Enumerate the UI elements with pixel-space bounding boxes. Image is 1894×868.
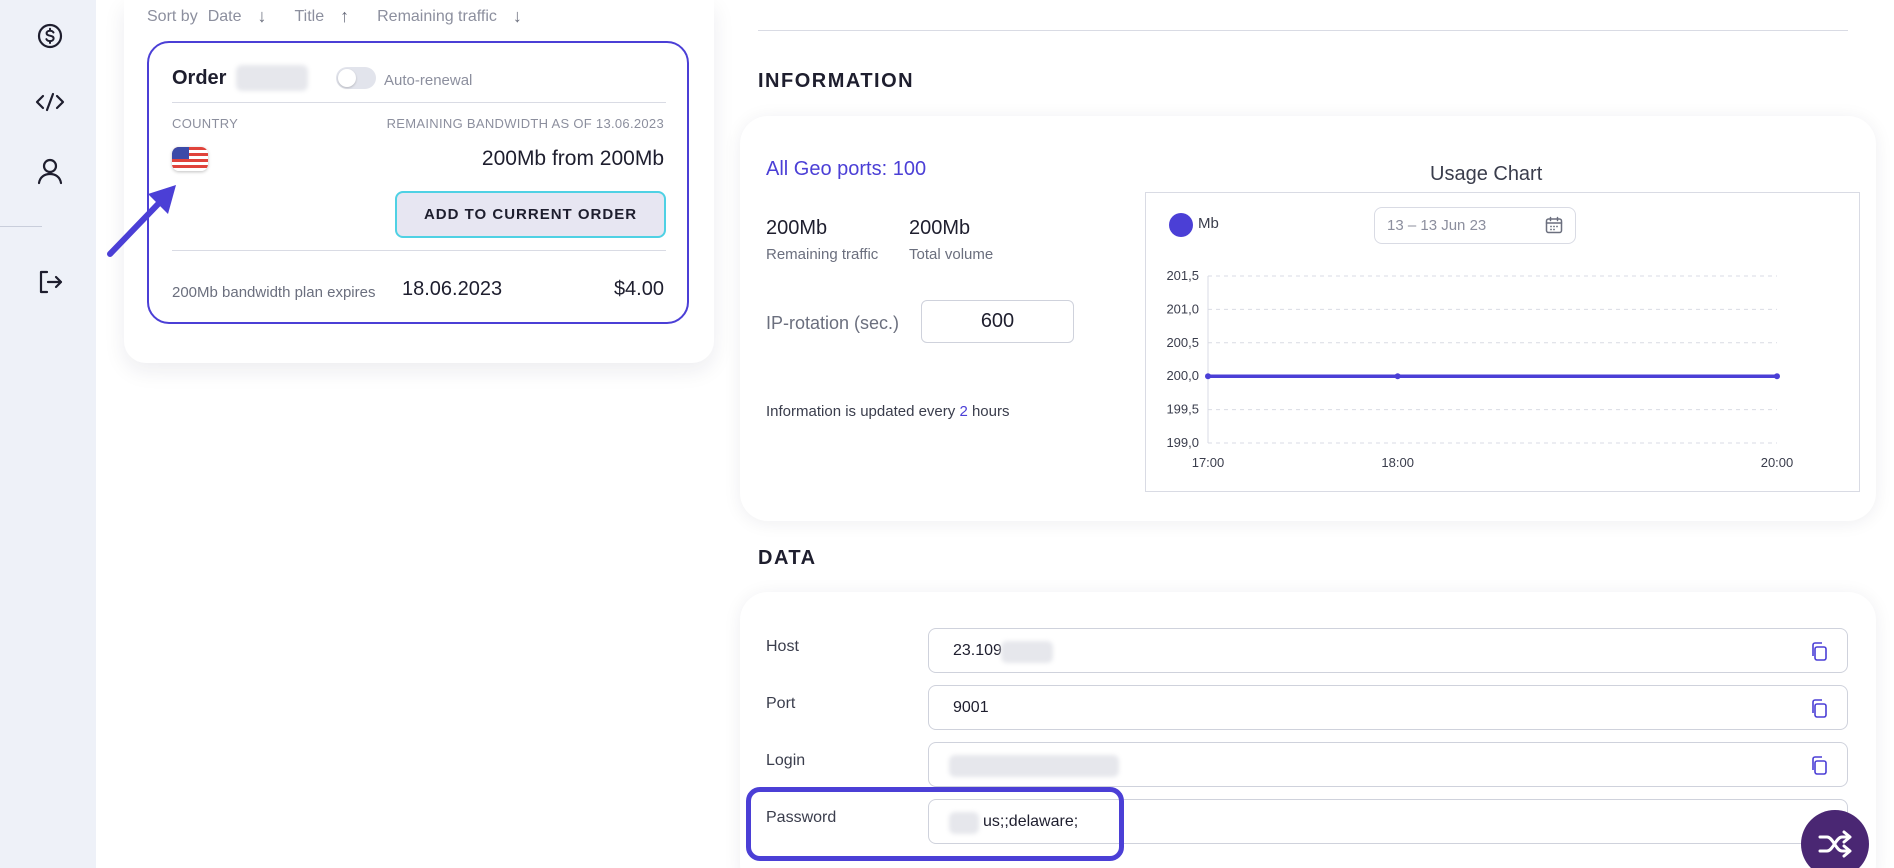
order-price: $4.00 — [613, 278, 664, 300]
password-value: us;;delaware; — [983, 813, 1079, 830]
sort-traffic-label: Remaining traffic — [377, 7, 497, 25]
bandwidth-value: 200Mb from 200Mb — [481, 147, 664, 170]
bandwidth-label: REMAINING BANDWIDTH AS OF 13.06.2023 — [386, 116, 664, 131]
order-id-redacted — [236, 65, 308, 91]
sort-by-title[interactable]: Title ↑ — [294, 6, 359, 27]
calendar-icon — [1545, 216, 1563, 234]
legend-label: Mb — [1198, 215, 1219, 232]
copy-icon[interactable] — [1809, 755, 1829, 777]
auto-renewal-toggle[interactable] — [336, 67, 376, 89]
login-redacted — [949, 755, 1119, 777]
ip-rotation-input[interactable] — [921, 300, 1074, 343]
order-card[interactable]: Order Auto-renewal COUNTRY REMAINING BAN… — [147, 41, 689, 324]
copy-icon[interactable] — [1809, 698, 1829, 720]
order-title: Order — [172, 67, 227, 89]
password-highlight — [746, 787, 1124, 861]
update-note-suffix: hours — [967, 403, 1010, 420]
remaining-traffic-label: Remaining traffic — [766, 246, 879, 263]
usage-chart-plot: 201,5 201,0 200,5 200,0 199,5 199,0 17:00 18:00… — [1166, 268, 1794, 470]
y-tick-label: 199,0 — [1166, 435, 1199, 450]
data-title: DATA — [758, 547, 817, 569]
host-label: Host — [766, 638, 799, 655]
password-label: Password — [766, 809, 837, 826]
arrow-down-icon: ↓ — [512, 6, 522, 26]
y-tick-label: 201,0 — [1166, 301, 1199, 316]
dollar-icon[interactable] — [34, 20, 66, 52]
login-field[interactable] — [928, 742, 1848, 787]
expire-date: 18.06.2023 — [402, 278, 503, 300]
date-range-value: 13 – 13 Jun 23 — [1387, 217, 1487, 234]
remaining-traffic-value: 200Mb — [766, 217, 828, 239]
geo-ports: All Geo ports: 100 — [766, 158, 926, 181]
total-volume-value: 200Mb — [909, 217, 971, 239]
shuffle-icon — [1818, 830, 1852, 858]
update-note: Information is updated every 2 hours — [766, 403, 1010, 420]
x-tick-label: 20:00 — [1761, 455, 1794, 470]
update-note-value: 2 — [959, 403, 968, 420]
sort-by-date[interactable]: Date ↓ — [208, 6, 277, 27]
code-icon[interactable] — [34, 86, 66, 118]
toggle-knob — [338, 69, 356, 87]
add-to-current-order-button[interactable]: ADD TO CURRENT ORDER — [395, 191, 666, 238]
login-label: Login — [766, 752, 806, 769]
data-point — [1205, 373, 1211, 380]
card-divider — [172, 102, 666, 103]
y-tick-label: 200,5 — [1166, 335, 1199, 350]
expire-label: 200Mb bandwidth plan expires — [172, 284, 376, 301]
sort-by-remaining-traffic[interactable]: Remaining traffic ↓ — [377, 6, 532, 27]
sort-bar: Sort by Date ↓ Title ↑ Remaining traffic… — [147, 6, 550, 27]
password-field[interactable]: us;;delaware; — [928, 799, 1848, 844]
x-tick-label: 17:00 — [1192, 455, 1225, 470]
port-label: Port — [766, 695, 796, 712]
host-value: 23.109 — [953, 642, 1002, 659]
logout-icon[interactable] — [34, 266, 66, 298]
card-divider — [172, 250, 666, 251]
shuffle-button[interactable] — [1801, 810, 1869, 868]
sort-title-label: Title — [294, 7, 325, 25]
legend-marker — [1169, 213, 1193, 237]
host-redacted — [1001, 641, 1053, 663]
host-field[interactable]: 23.109 — [928, 628, 1848, 673]
data-point — [1394, 373, 1401, 380]
country-label: COUNTRY — [172, 116, 239, 131]
copy-icon[interactable] — [1809, 641, 1829, 663]
ip-rotation-label: IP-rotation (sec.) — [766, 313, 900, 333]
y-tick-label: 201,5 — [1166, 268, 1199, 283]
data-point — [1774, 373, 1780, 380]
y-tick-label: 199,5 — [1166, 402, 1199, 417]
top-divider — [758, 30, 1848, 31]
user-icon[interactable] — [34, 155, 66, 187]
auto-renewal-label: Auto-renewal — [384, 72, 473, 89]
geo-ports-value: 100 — [892, 158, 927, 180]
pointer-arrow-icon — [107, 185, 176, 257]
arrow-up-icon: ↑ — [340, 6, 350, 26]
sidebar-divider — [0, 226, 42, 227]
geo-ports-label: All Geo ports: — [766, 158, 888, 180]
port-value: 9001 — [953, 699, 989, 716]
port-field[interactable]: 9001 — [928, 685, 1848, 730]
y-tick-label: 200,0 — [1166, 368, 1199, 383]
update-note-prefix: Information is updated every — [766, 403, 960, 420]
password-redacted — [949, 812, 979, 834]
sidebar — [0, 0, 96, 868]
usage-chart — [1145, 192, 1860, 492]
usage-chart-title: Usage Chart — [1430, 163, 1543, 185]
date-range-picker[interactable]: 13 – 13 Jun 23 — [1374, 207, 1576, 244]
x-tick-label: 18:00 — [1381, 455, 1414, 470]
total-volume-label: Total volume — [909, 246, 994, 263]
arrow-down-icon: ↓ — [257, 6, 267, 26]
sort-date-label: Date — [207, 7, 242, 25]
sort-label: Sort by — [147, 7, 198, 25]
information-title: INFORMATION — [758, 70, 915, 92]
us-flag-icon — [172, 147, 208, 171]
